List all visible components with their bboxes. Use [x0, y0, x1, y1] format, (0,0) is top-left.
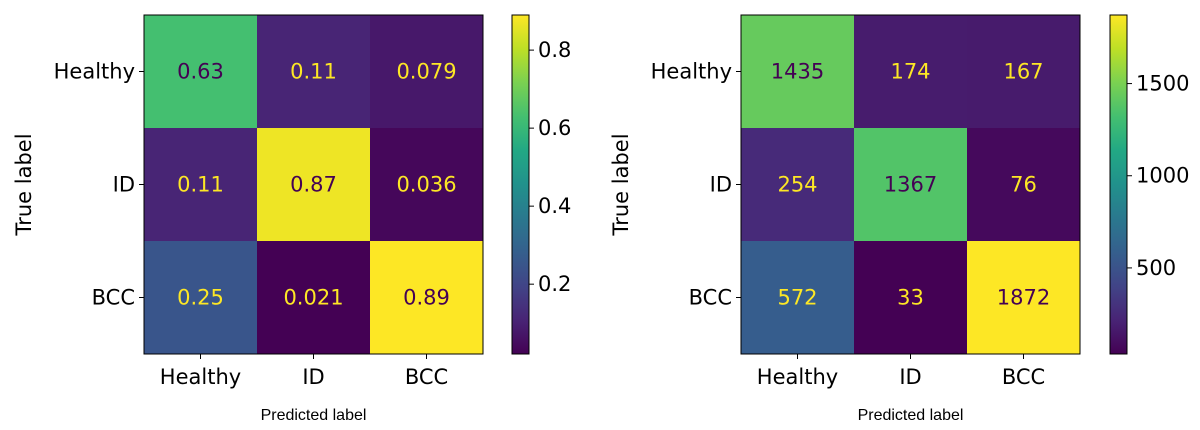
cell-value-label: 0.25 — [177, 286, 224, 310]
cell-value-label: 0.11 — [177, 173, 224, 197]
x-tick-label: Healthy — [160, 365, 241, 389]
colorbar-tick-label: 1000 — [1136, 164, 1189, 188]
y-tick-label: Healthy — [651, 60, 732, 84]
cell-value-label: 0.079 — [396, 60, 456, 84]
y-tick-label: BCC — [689, 286, 732, 310]
cell-r2-c2 — [370, 241, 483, 354]
cell-r1-c0 — [741, 128, 854, 241]
x-tick-label: ID — [899, 365, 921, 389]
cell-r1-c1 — [854, 128, 967, 241]
cell-value-label: 0.11 — [290, 60, 337, 84]
cell-value-label: 1435 — [771, 60, 824, 84]
cell-r0-c0 — [144, 15, 257, 128]
colorbar-tick-label: 1500 — [1136, 72, 1189, 96]
cell-value-label: 0.036 — [396, 173, 456, 197]
colorbar-tick-label: 0.6 — [538, 116, 571, 140]
cell-r2-c0 — [144, 241, 257, 354]
y-tick-label: ID — [113, 173, 135, 197]
cell-value-label: 174 — [890, 60, 930, 84]
cell-r0-c2 — [967, 15, 1080, 128]
cell-value-label: 0.87 — [290, 173, 337, 197]
cell-value-label: 0.63 — [177, 60, 224, 84]
cell-value-label: 76 — [1010, 173, 1037, 197]
colorbar — [511, 14, 530, 355]
cell-value-label: 167 — [1003, 60, 1043, 84]
cell-value-label: 0.89 — [403, 286, 450, 310]
x-axis-title: Predicted label — [261, 407, 367, 424]
cell-r2-c1 — [854, 241, 967, 354]
colorbar-tick-label: 0.2 — [538, 272, 571, 296]
colorbar-tick-label: 0.4 — [538, 194, 571, 218]
cell-r0-c0 — [741, 15, 854, 128]
y-tick-label: BCC — [92, 286, 135, 310]
confusion-matrix-1: 0.63 0.11 0.079 0.11 0.87 0.036 0.25 0.021 0.89 H… — [12, 14, 571, 424]
x-tick-label: BCC — [1002, 365, 1045, 389]
cell-value-label: 33 — [897, 286, 924, 310]
cell-value-label: 572 — [777, 286, 817, 310]
x-tick-label: BCC — [405, 365, 448, 389]
colorbar-tick-label: 0.8 — [538, 38, 571, 62]
cell-r2-c1 — [257, 241, 370, 354]
cell-value-label: 1872 — [997, 286, 1050, 310]
cell-value-label: 1367 — [884, 173, 937, 197]
y-axis-title: True label — [609, 133, 633, 236]
cell-r1-c0 — [144, 128, 257, 241]
y-axis-title: True label — [12, 133, 36, 236]
colorbar-tick-label: 500 — [1136, 256, 1176, 280]
cell-r1-c2 — [370, 128, 483, 241]
x-tick-label: ID — [302, 365, 324, 389]
cell-r1-c2 — [967, 128, 1080, 241]
cell-r0-c2 — [370, 15, 483, 128]
cell-value-label: 254 — [777, 173, 817, 197]
cell-value-label: 0.021 — [283, 286, 343, 310]
y-tick-label: ID — [710, 173, 732, 197]
x-axis-title: Predicted label — [858, 407, 964, 424]
cell-r2-c2 — [967, 241, 1080, 354]
colorbar — [1109, 14, 1128, 355]
cell-r0-c1 — [257, 15, 370, 128]
cell-r0-c1 — [854, 15, 967, 128]
x-tick-label: Healthy — [757, 365, 838, 389]
y-tick-label: Healthy — [54, 60, 135, 84]
cell-r2-c0 — [741, 241, 854, 354]
cell-r1-c1 — [257, 128, 370, 241]
confusion-matrix-2: 1435 174 167 254 1367 76 572 33 1872 Healthy ID BCC… — [609, 14, 1189, 424]
